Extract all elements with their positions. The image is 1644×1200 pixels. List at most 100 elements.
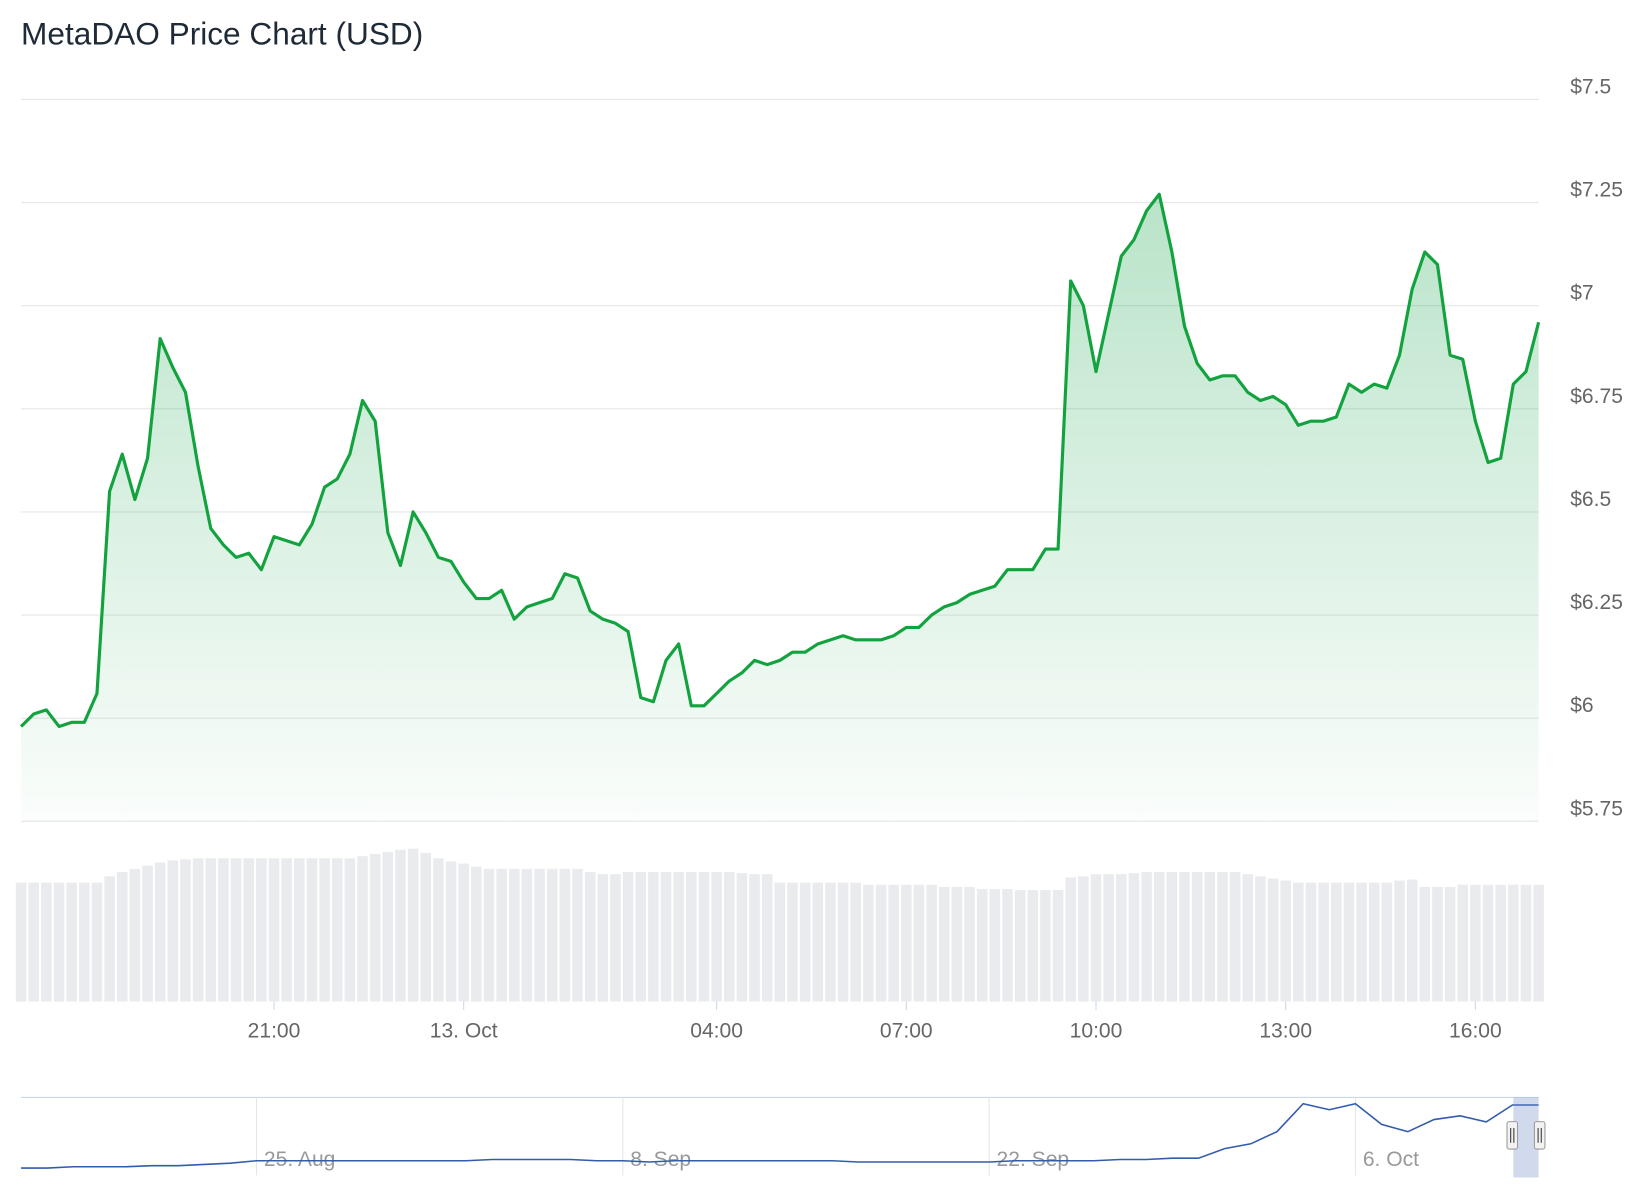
volume-bar [546,868,558,1002]
x-tick-label: 13:00 [1259,1020,1312,1043]
volume-bar [863,884,874,1002]
volume-bar [736,873,748,1002]
volume-bar [1128,873,1140,1002]
volume-bar [521,868,533,1002]
volume-bar [1482,884,1494,1002]
volume-bar [294,858,305,1002]
volume-bar [41,882,52,1002]
navigator-label: 6. Oct [1363,1148,1419,1171]
price-area [21,194,1539,822]
volume-bar [1191,872,1203,1002]
volume-bar [711,872,722,1002]
y-tick-label: $6.75 [1570,385,1623,408]
volume-bar [1368,882,1380,1002]
volume-bar [218,858,229,1002]
navigator-handle [1533,1121,1546,1150]
volume-bar [749,874,760,1002]
volume-bar [1204,872,1216,1002]
volume-bar [1166,872,1178,1002]
volume-bar [1052,890,1064,1002]
volume-bar [660,872,672,1002]
volume-bar [1229,872,1241,1002]
volume-bar [774,882,786,1002]
volume-bar [129,868,141,1002]
y-tick-label: $7.5 [1570,75,1611,98]
volume-bar [989,889,1001,1002]
volume-bar [1406,879,1418,1002]
volume-bar [1255,876,1266,1002]
volume-bar [458,863,469,1002]
volume-bar [142,865,153,1002]
volume-bar [331,858,343,1002]
navigator-label: 8. Sep [630,1148,691,1171]
volume-bar [483,868,495,1002]
volume-bar [243,858,254,1002]
volume-bar [445,861,457,1002]
volume-bar [230,858,242,1002]
volume-bar [1065,877,1076,1002]
y-tick-label: $6.5 [1570,488,1611,511]
volume-bar [1457,884,1469,1002]
navigator-handle [1506,1121,1519,1150]
volume-bar [825,882,836,1002]
volume-bar [382,851,394,1002]
volume-bar [496,868,507,1002]
volume-bar [1267,878,1279,1002]
volume-bar [28,882,39,1002]
volume-bar [761,874,773,1002]
volume-bar [79,882,90,1002]
volume-bar [1217,872,1228,1002]
volume-bar [1179,872,1190,1002]
volume-bar [66,882,77,1002]
volume-bar [1381,882,1393,1002]
y-tick-label: $6 [1570,694,1593,717]
volume-bar [1444,886,1456,1002]
volume-bar [167,860,179,1002]
x-tick-label: 21:00 [248,1020,301,1043]
chart-title: MetaDAO Price Chart (USD) [21,16,423,52]
volume-bar [610,874,621,1002]
volume-bar [319,858,330,1002]
volume-bar [420,852,432,1002]
volume-bar [622,872,634,1002]
volume-bar [1470,884,1481,1002]
volume-bar [635,872,647,1002]
volume-bar [888,884,899,1002]
volume-bar [584,872,596,1002]
volume-bar [1419,886,1431,1002]
x-tick-label: 04:00 [690,1020,743,1043]
y-tick-label: $5.75 [1570,797,1623,820]
volume-bar [913,884,925,1002]
y-tick-label: $7.25 [1570,179,1623,202]
volume-bar [951,886,963,1002]
volume-bar [926,884,937,1002]
y-tick-label: $7 [1570,282,1593,305]
volume-bar [1280,880,1291,1002]
volume-bar [509,868,520,1002]
volume-bar [976,889,988,1002]
volume-bar [1027,890,1039,1002]
volume-bar [837,882,849,1002]
volume-bar [673,872,684,1002]
price-line [19,192,1541,729]
x-tick-label: 13. Oct [430,1020,498,1043]
volume-bar [597,874,609,1002]
volume-bar [901,884,912,1002]
volume-bar [799,882,811,1002]
navigator-label: 25. Aug [264,1148,335,1171]
navigator-line [21,1102,1539,1169]
volume-bar [268,858,280,1002]
volume-bar [1305,882,1317,1002]
volume-bar [116,872,128,1002]
volume-bar [1090,874,1102,1002]
volume-bar [1103,874,1114,1002]
volume-bar [1331,882,1342,1002]
y-tick-label: $6.25 [1570,591,1623,614]
volume-bar [648,872,659,1002]
volume-bar [1141,872,1152,1002]
volume-bar [698,872,710,1002]
volume-bar [344,858,356,1002]
volume-bar [875,884,887,1002]
volume-bar [1040,890,1051,1002]
